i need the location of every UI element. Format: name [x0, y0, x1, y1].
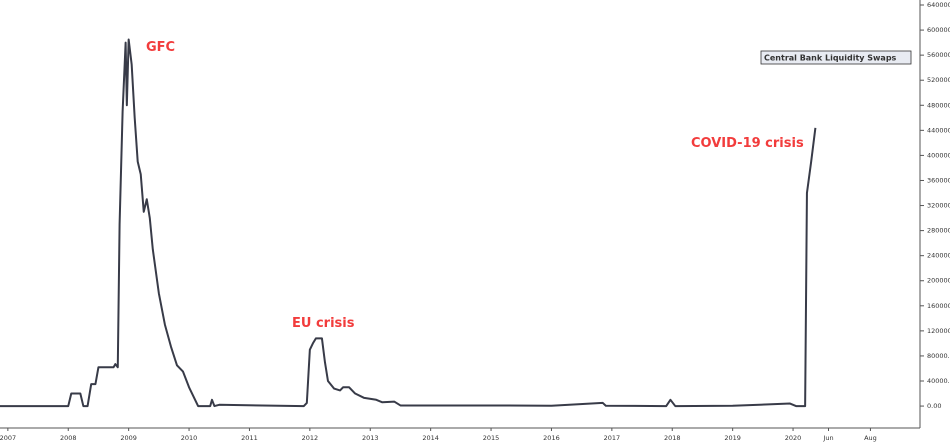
y-tick-label: 440000.00	[927, 126, 950, 134]
annotation: COVID-19 crisis	[691, 136, 804, 151]
y-tick-label: 520000.00	[927, 76, 950, 84]
x-tick-label: Aug	[864, 434, 877, 442]
y-tick-label: 200000.00	[927, 277, 950, 285]
x-tick-label: 2016	[543, 434, 560, 442]
x-tick-label: 2020	[785, 434, 802, 442]
x-tick-label: 2008	[60, 434, 77, 442]
x-tick-label: 2010	[181, 434, 198, 442]
x-tick-label: Jun	[822, 434, 833, 442]
y-tick-label: 240000.00	[927, 252, 950, 260]
y-tick-label: 400000.00	[927, 151, 950, 159]
y-tick-label: 480000.00	[927, 101, 950, 109]
x-tick-label: 2017	[604, 434, 621, 442]
annotation: EU crisis	[292, 316, 355, 331]
y-tick-label: 40000.00	[927, 377, 950, 385]
x-tick-label: 2013	[362, 434, 379, 442]
legend-box	[760, 50, 912, 65]
y-tick-label: 120000.00	[927, 327, 950, 335]
x-tick-label: 2011	[241, 434, 258, 442]
y-tick-label: 0.00	[927, 402, 941, 410]
data-line	[0, 38, 817, 408]
y-tick-label: 560000.00	[927, 51, 950, 59]
y-tick-label: 280000.00	[927, 227, 950, 235]
y-tick-label: 360000.00	[927, 176, 950, 184]
y-tick-label: 80000.00	[927, 352, 950, 360]
x-tick-label: 2019	[724, 434, 741, 442]
x-tick-label: 2015	[483, 434, 500, 442]
y-tick-label: 600000.00	[927, 26, 950, 34]
legend-label: Central Bank Liquidity Swaps	[764, 54, 897, 63]
x-tick-label: 2012	[302, 434, 319, 442]
y-tick-label: 320000.00	[927, 202, 950, 210]
y-tick-label: 160000.00	[927, 302, 950, 310]
x-tick-label: 2009	[120, 434, 137, 442]
annotation: GFC	[146, 40, 175, 55]
x-tick-label: 2007	[0, 434, 16, 442]
x-tick-label: 2018	[664, 434, 681, 442]
x-tick-label: 2014	[422, 434, 439, 442]
y-tick-label: 640000.00	[927, 1, 950, 9]
